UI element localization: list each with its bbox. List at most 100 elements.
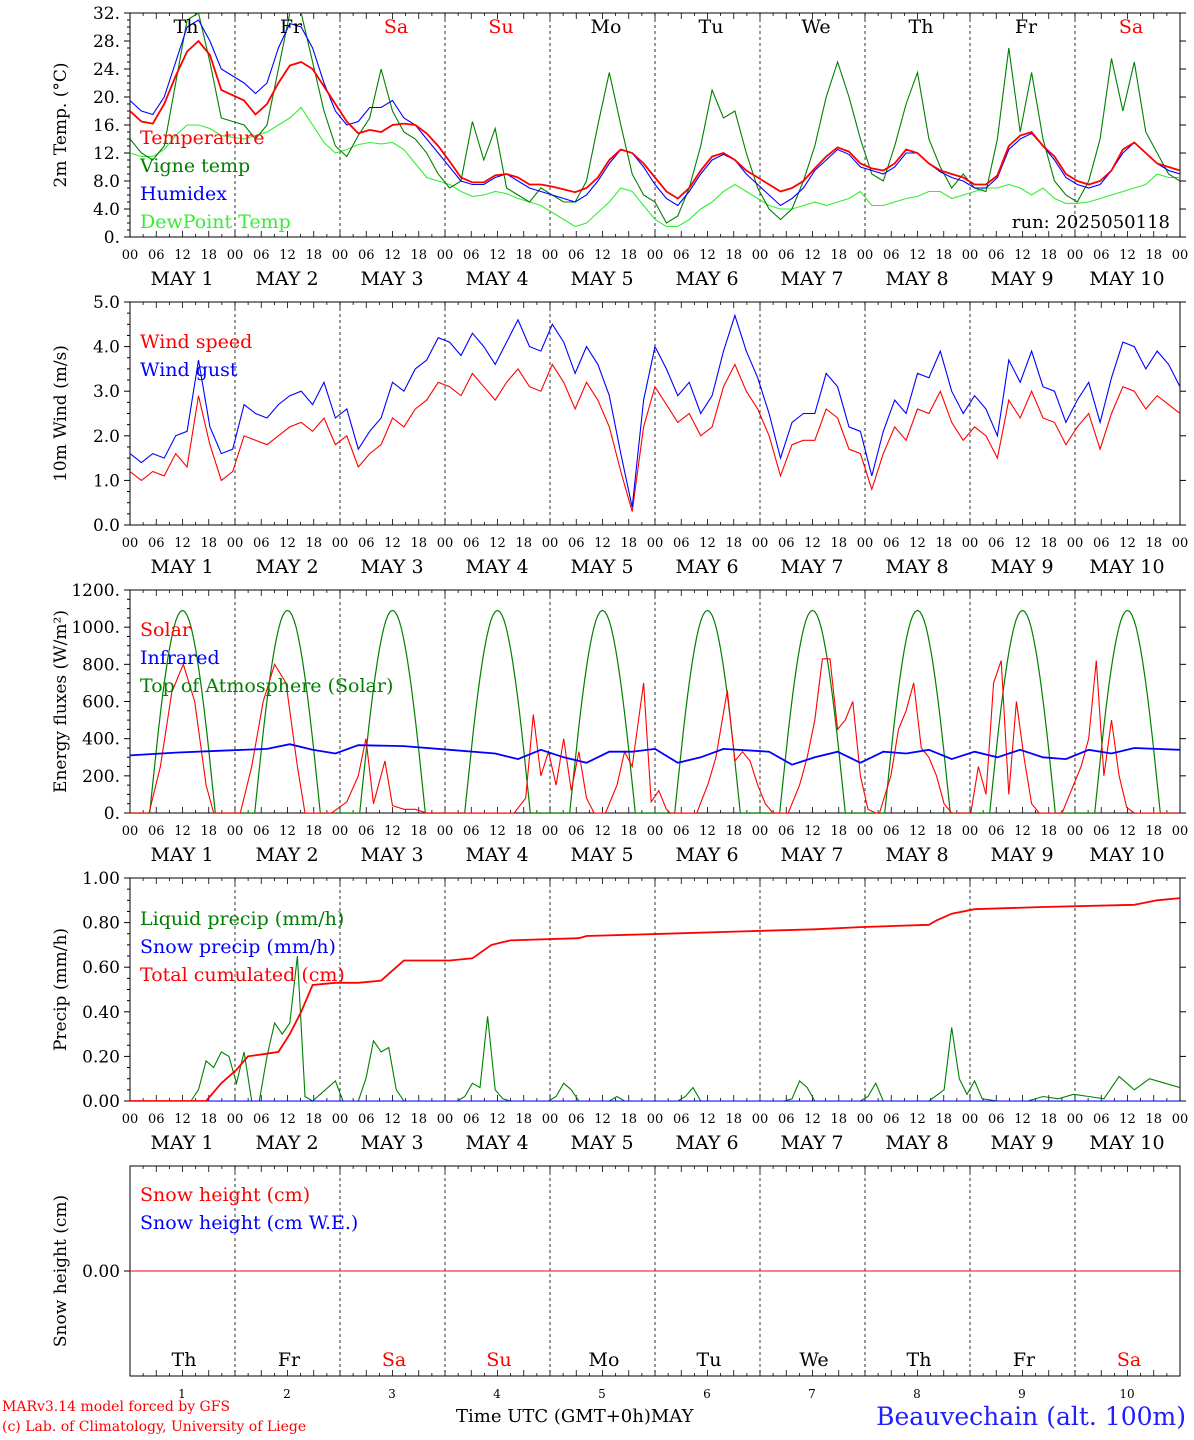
hour-tick-label: 06 bbox=[358, 824, 375, 839]
hour-tick-label: 12 bbox=[279, 824, 296, 839]
y-tick-label: 1000. bbox=[71, 618, 120, 638]
series-line-temperature bbox=[130, 39, 1180, 200]
legend-entry: Total cumulated (cm) bbox=[140, 964, 345, 986]
hour-tick-label: 18 bbox=[1040, 824, 1057, 839]
hour-tick-label: 18 bbox=[305, 536, 322, 551]
y-tick-label: 0.00 bbox=[82, 1262, 120, 1282]
day-number: 2 bbox=[283, 1387, 291, 1401]
hour-tick-label: 12 bbox=[1119, 248, 1136, 263]
date-label: MAY 7 bbox=[780, 1132, 843, 1154]
series-line-toa bbox=[760, 609, 865, 813]
hour-tick-label: 06 bbox=[1093, 536, 1110, 551]
hour-tick-label: 06 bbox=[148, 1112, 165, 1127]
panel-wind: 0.0 1.0 2.0 3.0 4.0 5.0 10m Wind (m/s) 00 06 12 18… bbox=[51, 293, 1188, 578]
hour-tick-label: 12 bbox=[1119, 536, 1136, 551]
hour-tick-label: 00 bbox=[1067, 536, 1084, 551]
day-number: 9 bbox=[1018, 1387, 1026, 1401]
date-label: MAY 7 bbox=[780, 844, 843, 866]
hour-tick-label: 00 bbox=[332, 824, 349, 839]
hour-tick-label: 00 bbox=[857, 536, 874, 551]
hour-tick-label: 00 bbox=[647, 248, 664, 263]
weekday-label: Th bbox=[172, 1349, 197, 1371]
day-number: 6 bbox=[703, 1387, 711, 1401]
plot-frame bbox=[129, 589, 1181, 814]
hour-tick-label: 00 bbox=[1172, 536, 1189, 551]
hour-tick-label: 12 bbox=[279, 536, 296, 551]
date-label: MAY 6 bbox=[675, 844, 738, 866]
y-axis-title: Energy fluxes (W/m²) bbox=[51, 610, 71, 793]
hour-tick-label: 18 bbox=[935, 1112, 952, 1127]
date-label: MAY 9 bbox=[990, 844, 1053, 866]
hour-tick-label: 00 bbox=[752, 536, 769, 551]
date-label: MAY 4 bbox=[465, 268, 528, 290]
y-tick-label: 1.00 bbox=[82, 869, 120, 889]
hour-tick-label: 06 bbox=[148, 536, 165, 551]
date-label: MAY 4 bbox=[465, 556, 528, 578]
hour-tick-label: 12 bbox=[909, 248, 926, 263]
weekday-label: Sa bbox=[1119, 16, 1143, 38]
hour-tick-label: 06 bbox=[778, 536, 795, 551]
panel-energy: 0. 200. 400. 600. 800. 1000. 1200.Energy fluxe… bbox=[51, 581, 1188, 866]
hour-tick-label: 06 bbox=[568, 248, 585, 263]
hour-tick-label: 12 bbox=[384, 1112, 401, 1127]
hour-tick-label: 00 bbox=[962, 248, 979, 263]
weekday-label: Th bbox=[174, 16, 199, 38]
series-line-toa bbox=[865, 609, 970, 813]
y-tick-label: 16. bbox=[93, 116, 120, 136]
hour-tick-label: 18 bbox=[725, 248, 742, 263]
credit-lab: (c) Lab. of Climatology, University of L… bbox=[2, 1419, 307, 1435]
weekday-label: Fr bbox=[1013, 1349, 1036, 1371]
hour-tick-label: 00 bbox=[437, 1112, 454, 1127]
y-tick-label: 12. bbox=[93, 144, 120, 164]
hour-tick-label: 00 bbox=[227, 248, 244, 263]
hour-tick-label: 00 bbox=[332, 1112, 349, 1127]
hour-tick-label: 18 bbox=[1145, 824, 1162, 839]
y-tick-label: 0.00 bbox=[82, 1092, 120, 1112]
panel-snow: 0.00 Snow height (cm) Snow height (cm) Snow… bbox=[51, 1165, 1181, 1401]
date-label: MAY 8 bbox=[885, 268, 948, 290]
y-tick-label: 5.0 bbox=[93, 293, 120, 313]
day-number: 5 bbox=[598, 1387, 606, 1401]
hour-tick-label: 18 bbox=[830, 824, 847, 839]
date-label: MAY 8 bbox=[885, 844, 948, 866]
day-number: 3 bbox=[388, 1387, 396, 1401]
date-label: MAY 4 bbox=[465, 1132, 528, 1154]
series-line-wind-speed bbox=[130, 363, 1180, 512]
date-label: MAY 10 bbox=[1089, 268, 1164, 290]
hour-tick-label: 06 bbox=[673, 248, 690, 263]
weekday-label: We bbox=[799, 1349, 828, 1371]
hour-tick-label: 12 bbox=[384, 824, 401, 839]
series-line-liquid-precip-mm-h- bbox=[130, 955, 1180, 1101]
hour-tick-label: 12 bbox=[699, 248, 716, 263]
weekday-label: Th bbox=[907, 1349, 932, 1371]
hour-tick-label: 00 bbox=[647, 824, 664, 839]
hour-tick-label: 12 bbox=[384, 536, 401, 551]
series-line-toa bbox=[235, 609, 340, 813]
hour-tick-label: 18 bbox=[620, 824, 637, 839]
series-line-humidex bbox=[130, 19, 1180, 207]
hour-tick-label: 06 bbox=[568, 536, 585, 551]
series-line-toa bbox=[970, 609, 1075, 813]
hour-tick-label: 06 bbox=[253, 824, 270, 839]
day-number: 10 bbox=[1119, 1387, 1134, 1401]
y-tick-label: 0.0 bbox=[93, 516, 120, 536]
hour-tick-label: 06 bbox=[463, 824, 480, 839]
hour-tick-label: 18 bbox=[305, 248, 322, 263]
date-label: MAY 2 bbox=[255, 556, 318, 578]
hour-tick-label: 06 bbox=[778, 824, 795, 839]
hour-tick-label: 12 bbox=[594, 248, 611, 263]
hour-tick-label: 06 bbox=[883, 248, 900, 263]
hour-tick-label: 00 bbox=[542, 824, 559, 839]
y-axis-title: 10m Wind (m/s) bbox=[51, 345, 71, 482]
hour-tick-label: 06 bbox=[148, 824, 165, 839]
hour-tick-label: 06 bbox=[358, 536, 375, 551]
hour-tick-label: 06 bbox=[988, 248, 1005, 263]
series-line-wind-gust bbox=[130, 313, 1180, 508]
date-label: MAY 7 bbox=[780, 268, 843, 290]
date-label: MAY 3 bbox=[360, 1132, 423, 1154]
hour-tick-label: 00 bbox=[542, 1112, 559, 1127]
hour-tick-label: 12 bbox=[1119, 824, 1136, 839]
hour-tick-label: 12 bbox=[384, 248, 401, 263]
weekday-label: Fr bbox=[280, 16, 303, 38]
